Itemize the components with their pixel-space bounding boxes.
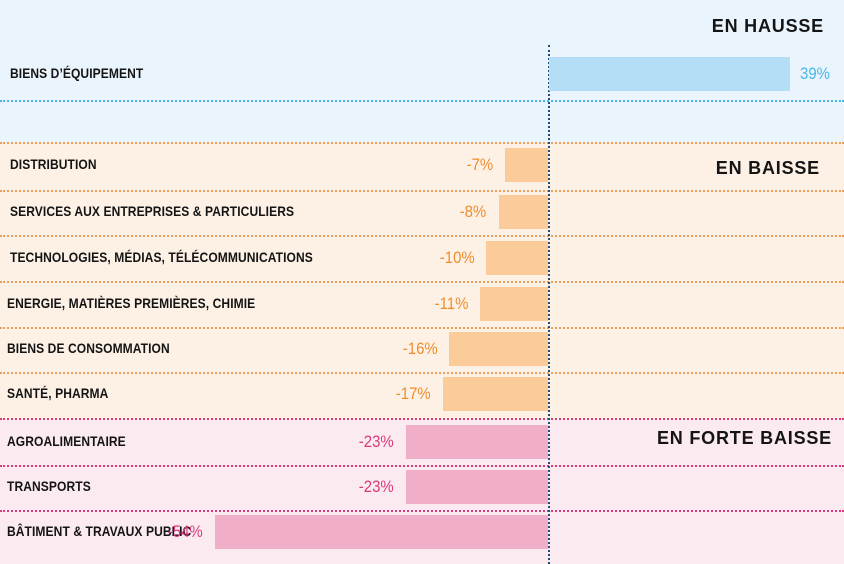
category-label: ENERGIE, MATIÈRES PREMIÈRES, CHIMIE (7, 295, 256, 311)
row-separator (0, 327, 844, 329)
row-separator (0, 281, 844, 283)
row-separator (0, 418, 844, 420)
bar (406, 470, 548, 504)
row-separator (0, 100, 844, 102)
group-label-en-baisse: EN BAISSE (715, 158, 820, 178)
bar (549, 57, 790, 91)
group-label-en-hausse: EN HAUSSE (711, 16, 824, 36)
row-separator (0, 372, 844, 374)
row-separator (0, 235, 844, 237)
category-label: SERVICES AUX ENTREPRISES & PARTICULIERS (10, 203, 295, 219)
value-label: -23% (359, 477, 395, 496)
category-label: BIENS D’ÉQUIPEMENT (10, 65, 144, 81)
row-separator (0, 190, 844, 192)
bar (214, 515, 548, 549)
value-label: -10% (439, 248, 475, 267)
row-separator (0, 142, 844, 144)
value-label: -16% (402, 339, 438, 358)
value-label: -11% (434, 294, 469, 313)
category-label: BÂTIMENT & TRAVAUX PUBLIC (7, 523, 192, 539)
category-label: DISTRIBUTION (10, 156, 97, 172)
bar (504, 148, 548, 182)
row-separator (0, 465, 844, 467)
value-label: -54% (167, 522, 203, 541)
value-label: -8% (460, 202, 487, 221)
bar (480, 287, 548, 321)
category-label: SANTÉ, PHARMA (7, 385, 109, 401)
category-label: AGROALIMENTAIRE (7, 433, 126, 449)
row-separator (0, 510, 844, 512)
bar (443, 377, 548, 411)
value-label: -17% (396, 384, 432, 403)
group-label-en-forte-baisse: EN FORTE BAISSE (656, 428, 832, 448)
bar (406, 425, 548, 459)
category-label: TRANSPORTS (7, 478, 91, 494)
category-label: BIENS DE CONSOMMATION (7, 340, 170, 356)
value-label: -23% (359, 432, 395, 451)
value-label: 39% (799, 64, 830, 83)
category-label: TECHNOLOGIES, MÉDIAS, TÉLÉCOMMUNICATIONS (10, 249, 313, 265)
zero-axis (548, 45, 550, 564)
bar (486, 241, 548, 275)
bar (498, 195, 548, 229)
value-label: -7% (466, 155, 493, 174)
bar (449, 332, 548, 366)
